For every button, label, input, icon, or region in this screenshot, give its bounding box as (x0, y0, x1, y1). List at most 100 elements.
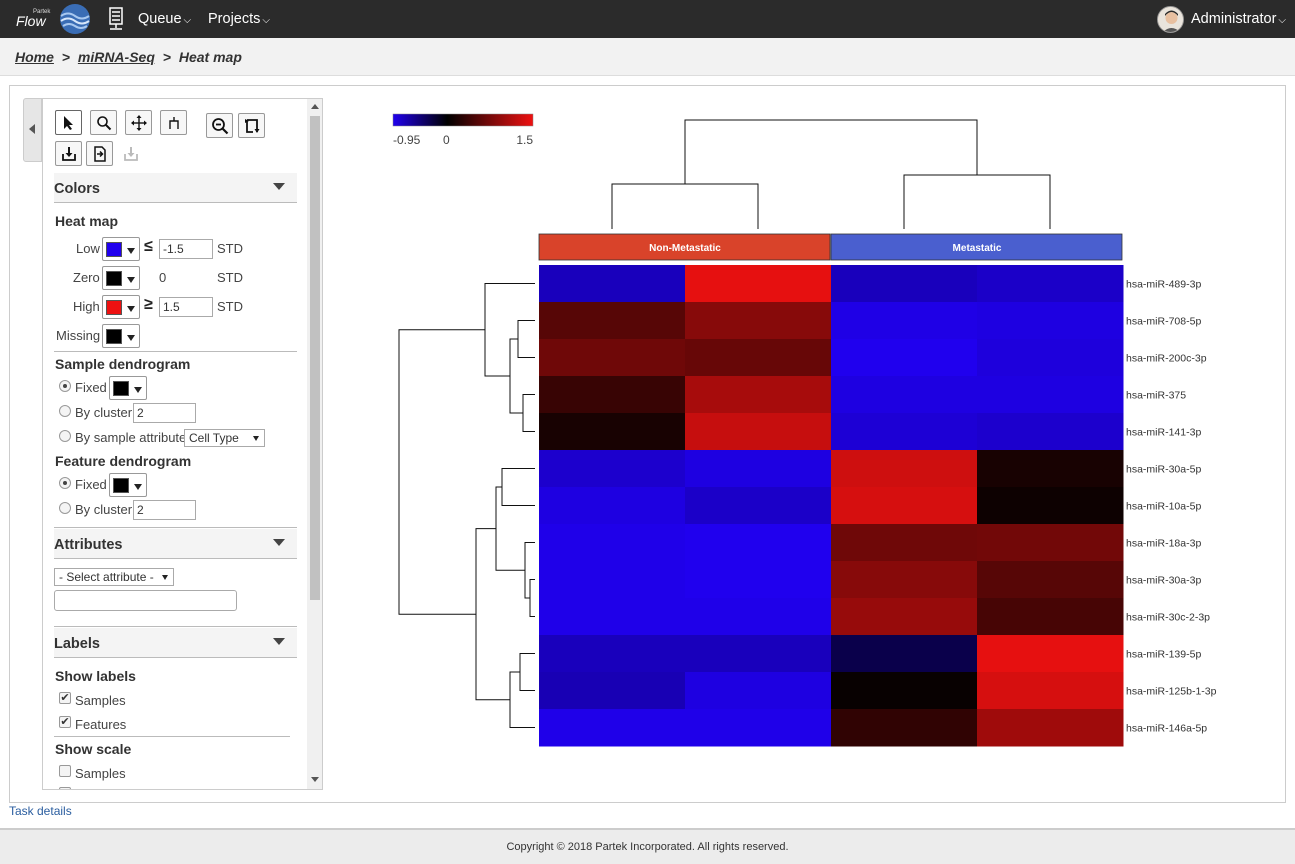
heatmap-cell[interactable] (831, 376, 978, 414)
heatmap-cell[interactable] (685, 487, 832, 525)
heatmap-cell[interactable] (539, 339, 686, 377)
heatmap-cell[interactable] (831, 561, 978, 599)
heatmap-cell[interactable] (977, 561, 1124, 599)
scroll-down-arrow-icon[interactable] (311, 777, 319, 782)
export-data-button[interactable] (86, 141, 113, 166)
feature-cluster-input[interactable] (133, 500, 196, 520)
heatmap-cell[interactable] (539, 635, 686, 673)
feature-label[interactable]: hsa-miR-141-3p (1126, 427, 1201, 439)
projects-menu[interactable]: Projects ⌵ (208, 11, 270, 27)
heatmap-cell[interactable] (539, 487, 686, 525)
heatmap-cell[interactable] (831, 339, 978, 377)
heatmap-cell[interactable] (685, 376, 832, 414)
collapse-panel-button[interactable] (23, 98, 42, 162)
heatmap-cell[interactable] (539, 302, 686, 340)
heatmap-cell[interactable] (685, 413, 832, 451)
heatmap-cell[interactable] (539, 376, 686, 414)
heatmap-cell[interactable] (831, 302, 978, 340)
heatmap-cell[interactable] (685, 302, 832, 340)
feature-label[interactable]: hsa-miR-30a-3p (1126, 575, 1201, 587)
heatmap-chart[interactable]: -0.95 0 1.5 Non-Metastatic Metastatic hsa… (330, 95, 1280, 765)
scroll-thumb[interactable] (310, 116, 320, 600)
heatmap-cell[interactable] (685, 450, 832, 488)
heatmap-cell[interactable] (685, 709, 832, 747)
feature-label[interactable]: hsa-miR-708-5p (1126, 316, 1201, 328)
panel-scrollbar[interactable] (307, 99, 322, 789)
heatmap-cell[interactable] (831, 265, 978, 303)
heatmap-cell[interactable] (977, 376, 1124, 414)
heatmap-cell[interactable] (831, 635, 978, 673)
heatmap-cell[interactable] (539, 561, 686, 599)
dendrogram-tool-button[interactable] (160, 110, 187, 135)
feature-label[interactable]: hsa-miR-30a-5p (1126, 464, 1201, 476)
missing-color-picker[interactable] (102, 324, 140, 348)
heatmap-cell[interactable] (685, 635, 832, 673)
sample-attribute-select[interactable]: Cell Type (184, 429, 265, 447)
feature-label[interactable]: hsa-miR-146a-5p (1126, 723, 1207, 735)
heatmap-cell[interactable] (539, 709, 686, 747)
heatmap-cell[interactable] (685, 524, 832, 562)
sample-fixed-radio[interactable] (59, 380, 71, 392)
sample-fixed-color-picker[interactable] (109, 376, 147, 400)
task-details-link[interactable]: Task details (9, 804, 72, 818)
pan-tool-button[interactable] (125, 110, 152, 135)
low-threshold-input[interactable] (159, 239, 213, 259)
sample-group-bar-segment[interactable] (538, 233, 831, 261)
zoom-tool-button[interactable] (90, 110, 117, 135)
attribute-values-box[interactable] (54, 590, 237, 611)
attributes-section-header[interactable]: Attributes (54, 529, 297, 559)
server-icon[interactable] (108, 7, 124, 31)
heatmap-cell[interactable] (685, 672, 832, 710)
download-image-button[interactable] (55, 141, 82, 166)
zero-color-picker[interactable] (102, 266, 140, 290)
heatmap-cell[interactable] (831, 413, 978, 451)
heatmap-cell[interactable] (539, 598, 686, 636)
feature-label[interactable]: hsa-miR-200c-3p (1126, 353, 1207, 365)
zoom-out-button[interactable] (206, 113, 233, 138)
colors-section-header[interactable]: Colors (54, 173, 297, 203)
heatmap-cell[interactable] (977, 672, 1124, 710)
heatmap-cell[interactable] (685, 598, 832, 636)
feature-by-cluster-radio[interactable] (59, 502, 71, 514)
labels-section-header[interactable]: Labels (54, 628, 297, 658)
show-feature-scale-checkbox[interactable] (59, 787, 71, 789)
heatmap-cell[interactable] (539, 450, 686, 488)
heatmap-cell[interactable] (977, 302, 1124, 340)
heatmap-cell[interactable] (685, 265, 832, 303)
feature-label[interactable]: hsa-miR-10a-5p (1126, 501, 1201, 513)
queue-menu[interactable]: Queue ⌵ (138, 11, 191, 27)
heatmap-cell[interactable] (977, 265, 1124, 303)
heatmap-cell[interactable] (831, 450, 978, 488)
feature-fixed-radio[interactable] (59, 477, 71, 489)
heatmap-cell[interactable] (977, 598, 1124, 636)
feature-label[interactable]: hsa-miR-30c-2-3p (1126, 612, 1210, 624)
heatmap-cell[interactable] (539, 524, 686, 562)
show-feature-labels-checkbox[interactable]: ✔ (59, 716, 71, 728)
heatmap-cell[interactable] (977, 339, 1124, 377)
heatmap-cell[interactable] (977, 524, 1124, 562)
show-sample-scale-checkbox[interactable] (59, 765, 71, 777)
heatmap-cell[interactable] (831, 672, 978, 710)
sample-group-bar-segment[interactable] (830, 233, 1123, 261)
attribute-select[interactable]: - Select attribute - (54, 568, 174, 586)
heatmap-cell[interactable] (977, 709, 1124, 747)
breadcrumb-project-link[interactable]: miRNA-Seq (77, 49, 155, 65)
heatmap-cell[interactable] (977, 487, 1124, 525)
sample-cluster-input[interactable] (133, 403, 196, 423)
heatmap-cell[interactable] (977, 413, 1124, 451)
feature-label[interactable]: hsa-miR-489-3p (1126, 279, 1201, 291)
feature-fixed-color-picker[interactable] (109, 473, 147, 497)
high-threshold-input[interactable] (159, 297, 213, 317)
scroll-up-arrow-icon[interactable] (311, 104, 319, 109)
breadcrumb-home-link[interactable]: Home (15, 49, 54, 65)
user-menu[interactable]: Administrator ⌵ (1157, 6, 1287, 34)
high-color-picker[interactable] (102, 295, 140, 319)
heatmap-cell[interactable] (685, 561, 832, 599)
heatmap-cell[interactable] (977, 450, 1124, 488)
heatmap-cell[interactable] (539, 413, 686, 451)
heatmap-cell[interactable] (977, 635, 1124, 673)
heatmap-cell[interactable] (831, 487, 978, 525)
heatmap-cell[interactable] (685, 339, 832, 377)
feature-label[interactable]: hsa-miR-375 (1126, 390, 1186, 402)
partek-flow-logo[interactable]: Partek Flow (14, 3, 94, 35)
